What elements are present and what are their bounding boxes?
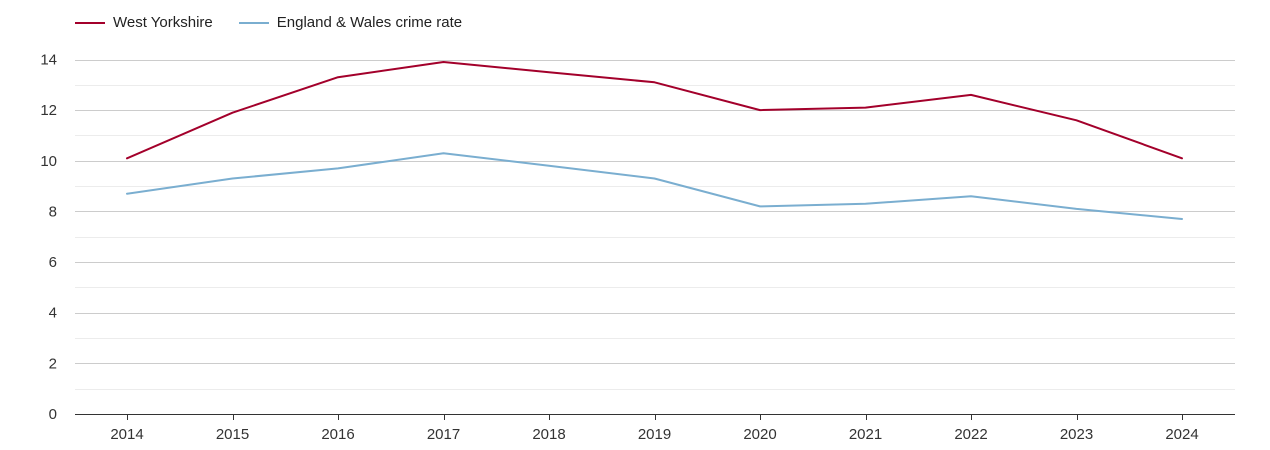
y-tick-label: 2 bbox=[49, 355, 57, 372]
x-tick-label: 2023 bbox=[1060, 426, 1093, 443]
legend-item-england-wales: England & Wales crime rate bbox=[238, 14, 463, 31]
x-tick-label: 2022 bbox=[954, 426, 987, 443]
legend-label-england-wales: England & Wales crime rate bbox=[276, 14, 463, 31]
x-tick-label: 2016 bbox=[321, 426, 354, 443]
x-tick-label: 2018 bbox=[532, 426, 565, 443]
legend-label-west-yorkshire: West Yorkshire bbox=[113, 14, 213, 31]
y-tick-label: 4 bbox=[49, 305, 57, 322]
x-tick-label: 2024 bbox=[1165, 426, 1198, 443]
x-tick-label: 2021 bbox=[849, 426, 882, 443]
x-tick-label: 2017 bbox=[427, 426, 460, 443]
y-tick-label: 8 bbox=[49, 203, 57, 220]
y-tick-label: 10 bbox=[40, 153, 57, 170]
y-tick-label: 14 bbox=[40, 52, 57, 69]
y-tick-label: 6 bbox=[49, 254, 57, 271]
series-line-west-yorkshire bbox=[126, 61, 1183, 160]
legend-swatch-west-yorkshire bbox=[75, 21, 105, 24]
x-tick-label: 2020 bbox=[743, 426, 776, 443]
legend-swatch-england-wales bbox=[238, 21, 269, 24]
series-line-england-wales bbox=[126, 152, 1183, 220]
x-tick-label: 2015 bbox=[216, 426, 249, 443]
chart-legend: West Yorkshire England & Wales crime rat… bbox=[75, 14, 462, 31]
y-tick-label: 0 bbox=[49, 406, 57, 423]
legend-item-west-yorkshire: West Yorkshire bbox=[75, 14, 213, 31]
y-tick-label: 12 bbox=[40, 102, 57, 119]
x-tick-label: 2019 bbox=[638, 426, 671, 443]
x-tick-label: 2014 bbox=[110, 426, 143, 443]
